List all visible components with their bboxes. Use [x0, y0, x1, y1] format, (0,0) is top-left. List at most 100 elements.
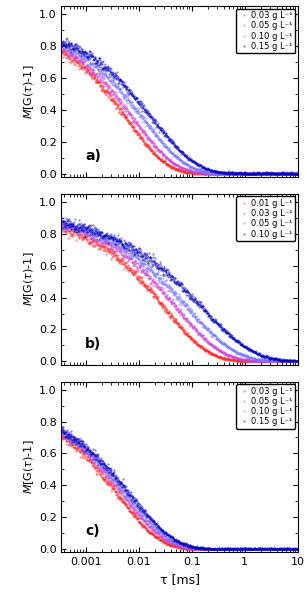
- 0.15 g L⁻¹: [210, 168, 214, 175]
- 0.10 g L⁻¹: [296, 170, 300, 177]
- Line: 0.03 g L⁻¹: 0.03 g L⁻¹: [61, 47, 298, 174]
- 0.01 g L⁻¹: [64, 222, 68, 229]
- Line: 0.05 g L⁻¹: 0.05 g L⁻¹: [61, 45, 298, 174]
- Y-axis label: $\it{M}$[G($\tau$)-1]: $\it{M}$[G($\tau$)-1]: [22, 252, 36, 307]
- 0.10 g L⁻¹: [197, 303, 201, 310]
- Legend: 0.03 g L⁻¹, 0.05 g L⁻¹, 0.10 g L⁻¹, 0.15 g L⁻¹: 0.03 g L⁻¹, 0.05 g L⁻¹, 0.10 g L⁻¹, 0.15…: [236, 384, 295, 429]
- 0.05 g L⁻¹: [197, 544, 201, 552]
- 0.15 g L⁻¹: [197, 163, 201, 170]
- X-axis label: τ [ms]: τ [ms]: [160, 573, 200, 586]
- 0.05 g L⁻¹: [265, 358, 268, 365]
- 0.03 g L⁻¹: [203, 334, 207, 342]
- 0.10 g L⁻¹: [198, 546, 201, 553]
- 0.10 g L⁻¹: [64, 38, 68, 45]
- 0.03 g L⁻¹: [239, 169, 243, 177]
- 0.05 g L⁻¹: [187, 546, 190, 553]
- 0.03 g L⁻¹: [197, 329, 201, 336]
- 0.03 g L⁻¹: [210, 341, 214, 348]
- 0.10 g L⁻¹: [296, 544, 300, 552]
- 0.03 g L⁻¹: [296, 358, 300, 365]
- 0.03 g L⁻¹: [62, 428, 65, 435]
- Line: 0.03 g L⁻¹: 0.03 g L⁻¹: [61, 431, 298, 550]
- 0.10 g L⁻¹: [239, 169, 243, 177]
- 0.05 g L⁻¹: [263, 170, 267, 177]
- 0.15 g L⁻¹: [60, 38, 63, 45]
- 0.10 g L⁻¹: [60, 42, 63, 50]
- 0.10 g L⁻¹: [211, 170, 215, 177]
- 0.03 g L⁻¹: [239, 356, 243, 363]
- 0.03 g L⁻¹: [264, 358, 267, 365]
- 0.05 g L⁻¹: [200, 170, 204, 177]
- 0.10 g L⁻¹: [61, 423, 65, 430]
- 0.10 g L⁻¹: [203, 168, 207, 175]
- 0.03 g L⁻¹: [192, 170, 196, 177]
- 0.01 g L⁻¹: [74, 229, 78, 236]
- 0.05 g L⁻¹: [211, 545, 214, 552]
- 0.03 g L⁻¹: [60, 220, 63, 227]
- 0.03 g L⁻¹: [239, 545, 243, 552]
- 0.03 g L⁻¹: [210, 170, 214, 177]
- Legend: 0.03 g L⁻¹, 0.05 g L⁻¹, 0.10 g L⁻¹, 0.15 g L⁻¹: 0.03 g L⁻¹, 0.05 g L⁻¹, 0.10 g L⁻¹, 0.15…: [236, 8, 295, 53]
- 0.10 g L⁻¹: [60, 215, 64, 222]
- 0.15 g L⁻¹: [60, 424, 64, 431]
- Line: 0.15 g L⁻¹: 0.15 g L⁻¹: [61, 37, 298, 174]
- 0.10 g L⁻¹: [74, 441, 78, 448]
- 0.10 g L⁻¹: [296, 358, 300, 365]
- Line: 0.01 g L⁻¹: 0.01 g L⁻¹: [61, 226, 298, 362]
- 0.03 g L⁻¹: [204, 546, 207, 553]
- 0.10 g L⁻¹: [197, 544, 201, 551]
- 0.05 g L⁻¹: [204, 544, 207, 552]
- 0.15 g L⁻¹: [226, 170, 229, 177]
- 0.10 g L⁻¹: [264, 545, 267, 552]
- 0.15 g L⁻¹: [74, 435, 78, 443]
- 0.03 g L⁻¹: [187, 546, 191, 553]
- 0.05 g L⁻¹: [74, 55, 78, 62]
- 0.15 g L⁻¹: [264, 546, 267, 553]
- 0.05 g L⁻¹: [60, 220, 63, 227]
- 0.05 g L⁻¹: [64, 215, 68, 222]
- 0.15 g L⁻¹: [239, 546, 243, 553]
- 0.01 g L⁻¹: [296, 358, 300, 365]
- 0.15 g L⁻¹: [264, 168, 267, 175]
- 0.05 g L⁻¹: [296, 170, 300, 177]
- Line: 0.10 g L⁻¹: 0.10 g L⁻¹: [61, 426, 298, 550]
- 0.03 g L⁻¹: [74, 226, 78, 233]
- 0.15 g L⁻¹: [74, 44, 78, 51]
- 0.10 g L⁻¹: [264, 169, 267, 177]
- 0.05 g L⁻¹: [197, 169, 200, 177]
- 0.03 g L⁻¹: [296, 169, 300, 177]
- 0.10 g L⁻¹: [60, 424, 63, 432]
- 0.03 g L⁻¹: [62, 217, 66, 225]
- 0.15 g L⁻¹: [239, 169, 243, 176]
- 0.15 g L⁻¹: [211, 545, 214, 552]
- 0.03 g L⁻¹: [197, 169, 201, 176]
- Text: b): b): [85, 336, 101, 350]
- 0.10 g L⁻¹: [210, 169, 214, 176]
- 0.05 g L⁻¹: [60, 425, 64, 432]
- 0.10 g L⁻¹: [74, 47, 78, 55]
- 0.03 g L⁻¹: [60, 44, 63, 51]
- 0.03 g L⁻¹: [264, 546, 267, 553]
- 0.10 g L⁻¹: [197, 167, 201, 174]
- 0.01 g L⁻¹: [210, 350, 214, 358]
- 0.15 g L⁻¹: [65, 34, 69, 41]
- 0.05 g L⁻¹: [203, 323, 207, 330]
- 0.03 g L⁻¹: [263, 170, 267, 177]
- 0.05 g L⁻¹: [210, 333, 214, 341]
- 0.03 g L⁻¹: [74, 59, 78, 66]
- 0.03 g L⁻¹: [60, 432, 63, 439]
- Legend: 0.01 g L⁻¹, 0.03 g L⁻¹, 0.05 g L⁻¹, 0.10 g L⁻¹: 0.01 g L⁻¹, 0.03 g L⁻¹, 0.05 g L⁻¹, 0.10…: [236, 196, 295, 241]
- 0.05 g L⁻¹: [263, 356, 267, 363]
- 0.05 g L⁻¹: [239, 351, 243, 358]
- 0.05 g L⁻¹: [60, 427, 63, 434]
- 0.10 g L⁻¹: [292, 358, 296, 365]
- 0.05 g L⁻¹: [74, 439, 78, 446]
- 0.15 g L⁻¹: [203, 164, 207, 172]
- 0.01 g L⁻¹: [239, 357, 243, 364]
- 0.03 g L⁻¹: [197, 545, 201, 552]
- 0.05 g L⁻¹: [296, 358, 300, 365]
- 0.03 g L⁻¹: [211, 545, 214, 552]
- 0.05 g L⁻¹: [203, 169, 207, 177]
- 0.01 g L⁻¹: [264, 358, 267, 365]
- 0.05 g L⁻¹: [60, 42, 63, 49]
